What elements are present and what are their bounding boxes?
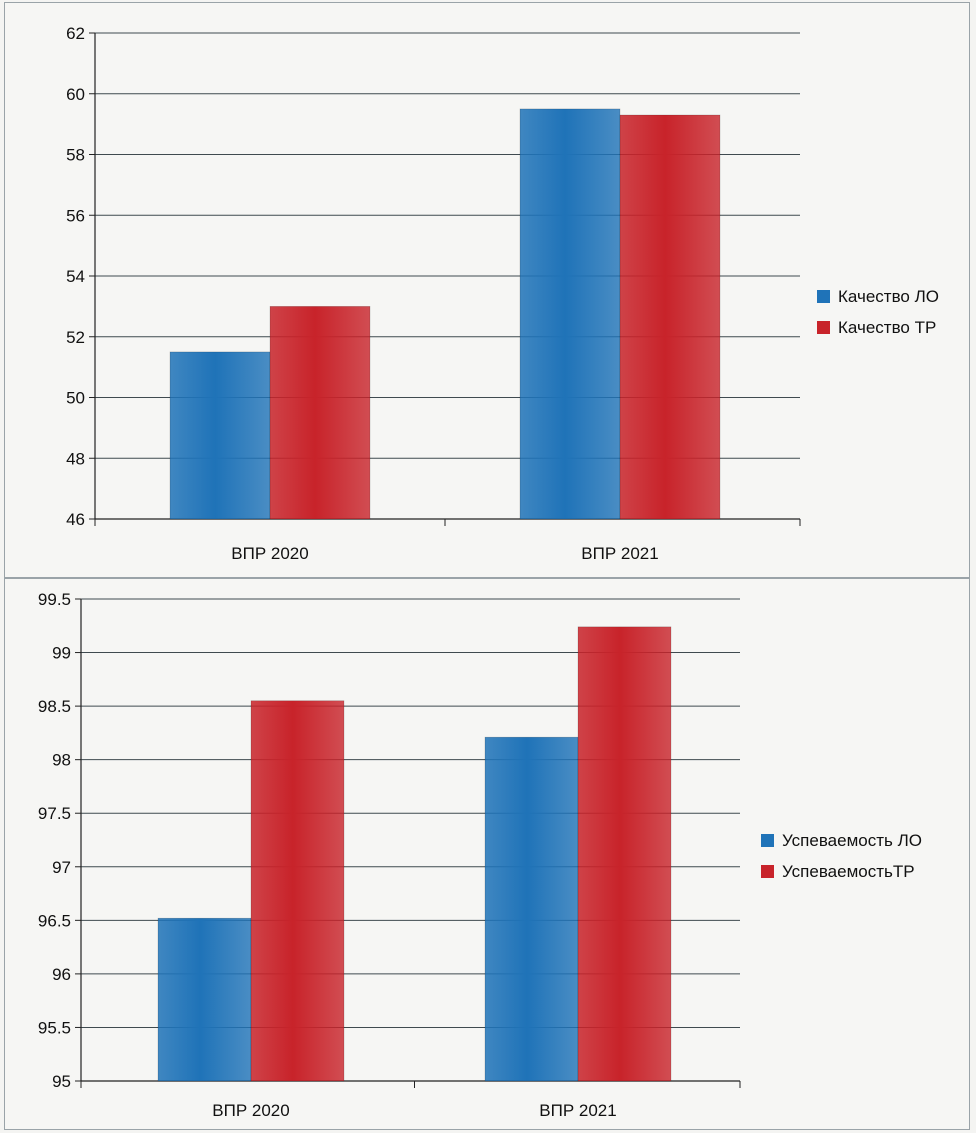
legend-label-lo: Качество ЛО [838,286,939,306]
y-tick-label: 97.5 [38,804,71,823]
y-tick-label: 60 [66,85,85,104]
y-tick-label: 96 [52,965,71,984]
progress-chart: 95 95.5 96 96.5 97 97.5 98 98.5 99 99.5 ВПР 2020 ВП… [38,590,741,1120]
legend-swatch-lo [761,834,774,847]
y-tick-label: 99.5 [38,590,71,609]
legend-label-lo: Успеваемость ЛО [782,830,922,850]
progress-legend: Успеваемость ЛО УспеваемостьТР [761,825,922,887]
legend-item-tr: УспеваемостьТР [761,856,922,887]
chart-panel-progress: 95 95.5 96 96.5 97 97.5 98 98.5 99 99.5 ВПР 2020 ВП… [4,578,970,1130]
y-tick-label: 52 [66,328,85,347]
chart-panel-quality: 46 48 50 52 54 56 58 60 62 ВПР 2020 ВПР 2021 Качес… [4,2,970,578]
x-category-label: ВПР 2021 [581,544,658,563]
y-tick-label: 98.5 [38,697,71,716]
y-tick-label: 54 [66,267,85,286]
legend-swatch-tr [761,865,774,878]
x-category-label: ВПР 2020 [212,1101,289,1120]
bar-lo-1 [169,351,271,520]
bar-tr-2 [619,114,721,520]
legend-swatch-lo [817,290,830,303]
bar-tr-2 [577,626,672,1082]
bar-lo-2 [484,736,579,1082]
bar-tr-1 [269,306,371,520]
legend-item-lo: Качество ЛО [817,281,939,312]
legend-label-tr: Качество ТР [838,317,937,337]
y-tick-label: 62 [66,24,85,43]
bar-tr-1 [250,700,345,1082]
y-tick-label: 96.5 [38,911,71,930]
y-tick-label: 46 [66,510,85,529]
quality-chart: 46 48 50 52 54 56 58 60 62 ВПР 2020 ВПР 2021 [66,24,801,563]
y-tick-label: 95 [52,1072,71,1091]
bar-lo-2 [519,108,621,520]
y-tick-label: 97 [52,858,71,877]
y-tick-label: 56 [66,206,85,225]
y-tick-label: 48 [66,449,85,468]
legend-swatch-tr [817,321,830,334]
x-category-label: ВПР 2020 [231,544,308,563]
y-tick-label: 58 [66,146,85,165]
y-tick-label: 50 [66,389,85,408]
legend-item-tr: Качество ТР [817,312,939,343]
quality-legend: Качество ЛО Качество ТР [817,281,939,343]
y-tick-label: 98 [52,751,71,770]
y-tick-label: 99 [52,644,71,663]
legend-label-tr: УспеваемостьТР [782,861,915,881]
bar-lo-1 [157,917,252,1082]
y-tick-label: 95.5 [38,1018,71,1037]
x-category-label: ВПР 2021 [539,1101,616,1120]
legend-item-lo: Успеваемость ЛО [761,825,922,856]
